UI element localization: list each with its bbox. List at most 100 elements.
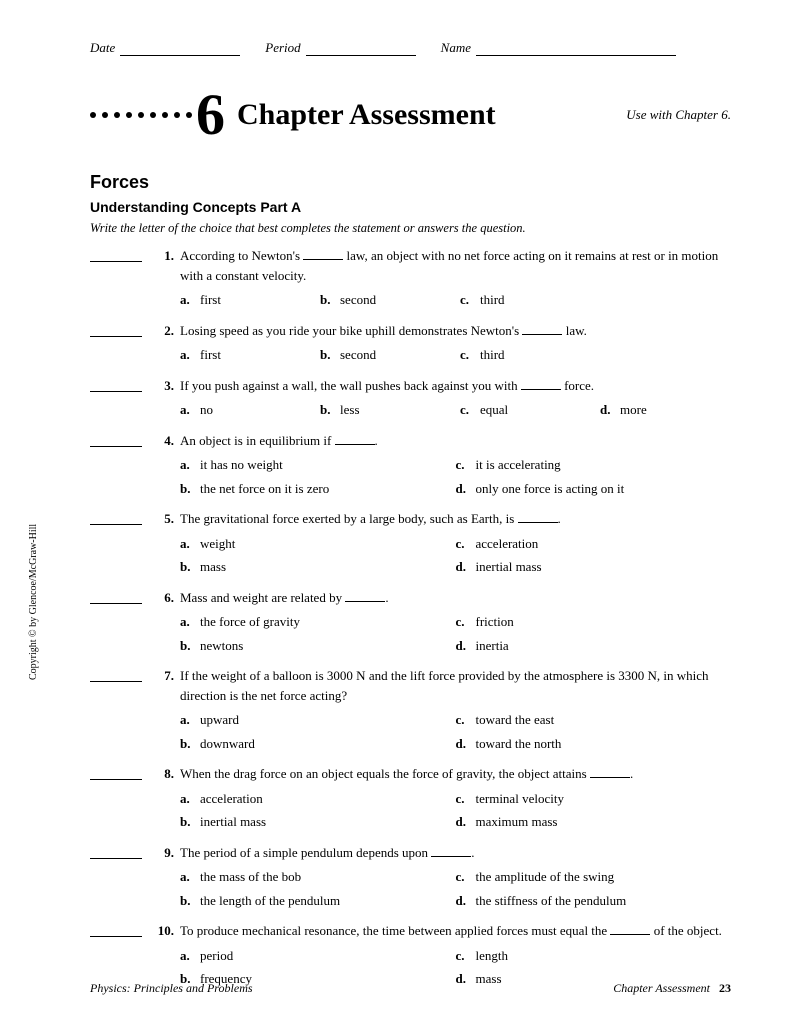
choice-text: less (340, 400, 360, 420)
choice-text: third (480, 345, 505, 365)
choice: b.mass (180, 557, 456, 577)
answer-blank[interactable] (90, 248, 142, 262)
question-body: According to Newton's law, an object wit… (180, 246, 731, 316)
choice-text: maximum mass (476, 812, 558, 832)
answer-blank[interactable] (90, 668, 142, 682)
choice-letter: c. (456, 612, 470, 632)
choice-letter: d. (456, 891, 470, 911)
subsection-title: Understanding Concepts Part A (90, 199, 731, 215)
use-with: Use with Chapter 6. (626, 107, 731, 123)
choice: d. the stiffness of the pendulum (456, 891, 732, 911)
question-number: 7. (152, 666, 174, 759)
question-text: Losing speed as you ride your bike uphil… (180, 321, 731, 341)
choices-grid: a. it has no weight c. it is accelerating b.… (180, 455, 731, 498)
choice-text: downward (200, 734, 255, 754)
question-number: 3. (152, 376, 174, 426)
choice-letter: a. (180, 400, 194, 420)
footer-right: Chapter Assessment 23 (613, 981, 731, 996)
choice-text: more (620, 400, 647, 420)
question-text: When the drag force on an object equals … (180, 764, 731, 784)
choice: c.terminal velocity (456, 789, 732, 809)
questions-list: 1.According to Newton's law, an object w… (90, 246, 731, 995)
choice-text: inertial mass (476, 557, 542, 577)
answer-blank[interactable] (90, 590, 142, 604)
question-number: 4. (152, 431, 174, 505)
choice-letter: a. (180, 455, 194, 475)
choice-letter: b. (320, 345, 334, 365)
question-number: 2. (152, 321, 174, 371)
answer-blank[interactable] (90, 323, 142, 337)
question-text: The period of a simple pendulum depends … (180, 843, 731, 863)
choice-letter: b. (320, 400, 334, 420)
choice-text: it is accelerating (476, 455, 561, 475)
question: 4.An object is in equilibrium if .a.it h… (90, 431, 731, 505)
question-body: If the weight of a balloon is 3000 N and… (180, 666, 731, 759)
choice-text: the stiffness of the pendulum (476, 891, 627, 911)
question-text: According to Newton's law, an object wit… (180, 246, 731, 285)
choice-text: terminal velocity (476, 789, 564, 809)
choice-text: length (476, 946, 509, 966)
inline-blank (610, 924, 650, 935)
period-line[interactable] (306, 55, 416, 56)
choice-letter: c. (456, 710, 470, 730)
choice: c.equal (460, 400, 600, 420)
choice-text: acceleration (200, 789, 263, 809)
name-field: Name (441, 40, 676, 56)
question-body: When the drag force on an object equals … (180, 764, 731, 838)
question: 8.When the drag force on an object equal… (90, 764, 731, 838)
inline-blank (303, 249, 343, 260)
choice-text: the mass of the bob (200, 867, 301, 887)
choice: b.downward (180, 734, 456, 754)
question-body: The period of a simple pendulum depends … (180, 843, 731, 917)
choice: a.no (180, 400, 320, 420)
choice-text: toward the east (476, 710, 555, 730)
choice: a.weight (180, 534, 456, 554)
question-text: If the weight of a balloon is 3000 N and… (180, 666, 731, 705)
choice-letter: c. (456, 946, 470, 966)
choice-letter: d. (600, 400, 614, 420)
question-text: If you push against a wall, the wall pus… (180, 376, 740, 396)
answer-blank[interactable] (90, 766, 142, 780)
choice: a. the mass of the bob (180, 867, 456, 887)
answer-blank[interactable] (90, 923, 142, 937)
choice-letter: a. (180, 867, 194, 887)
date-line[interactable] (120, 55, 240, 56)
answer-blank[interactable] (90, 511, 142, 525)
choice-text: the force of gravity (200, 612, 300, 632)
choice-text: it has no weight (200, 455, 283, 475)
choice-letter: d. (456, 636, 470, 656)
choice-letter: c. (456, 455, 470, 475)
choice: a.the force of gravity (180, 612, 456, 632)
answer-blank[interactable] (90, 433, 142, 447)
choice-letter: b. (180, 479, 194, 499)
dot-row (90, 112, 192, 118)
choices-grid: a.accelerationc.terminal velocityb.inert… (180, 789, 731, 832)
question-text: Mass and weight are related by . (180, 588, 731, 608)
choice-letter: a. (180, 946, 194, 966)
choice-letter: c. (456, 867, 470, 887)
inline-blank (431, 846, 471, 857)
choices-grid: a.the mass of the bobc.the amplitude of … (180, 867, 731, 910)
answer-blank[interactable] (90, 378, 142, 392)
inline-blank (518, 512, 558, 523)
choice-letter: b. (180, 891, 194, 911)
choice-text: only one force is acting on it (476, 479, 625, 499)
choice: b.the length of the pendulum (180, 891, 456, 911)
choice: d. only one force is acting on it (456, 479, 732, 499)
date-label: Date (90, 40, 115, 56)
date-field: Date (90, 40, 240, 56)
choice-letter: d. (456, 812, 470, 832)
answer-blank[interactable] (90, 845, 142, 859)
choice-letter: b. (180, 557, 194, 577)
copyright: Copyright © by Glencoe/McGraw-Hill (28, 524, 39, 680)
choices-grid: a.the force of gravityc.frictionb.newton… (180, 612, 731, 655)
choice-letter: d. (456, 734, 470, 754)
choice-letter: a. (180, 710, 194, 730)
footer-left: Physics: Principles and Problems (90, 981, 253, 996)
choice-letter: d. (456, 479, 470, 499)
name-line[interactable] (476, 55, 676, 56)
header-fields: Date Period Name (90, 40, 731, 56)
choice: b. less (320, 400, 460, 420)
choice-text: first (200, 290, 221, 310)
choice-letter: b. (180, 812, 194, 832)
